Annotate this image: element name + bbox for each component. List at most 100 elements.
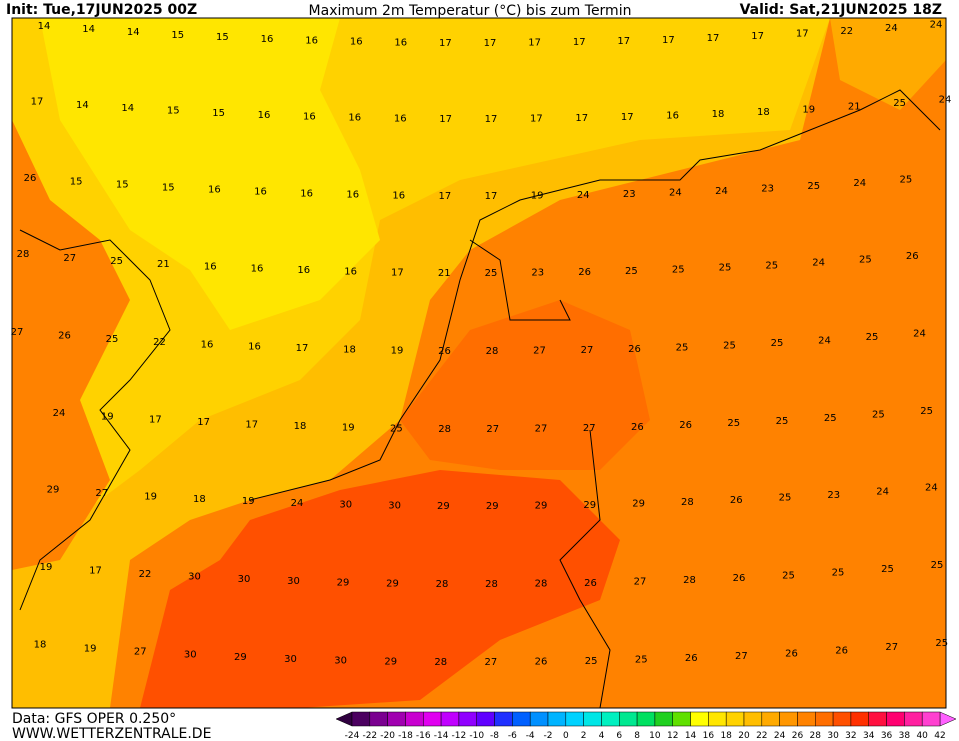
temp-value: 14 xyxy=(127,27,140,38)
colorbar-label: 16 xyxy=(703,731,715,741)
colorbar-box xyxy=(583,711,602,727)
temp-value: 19 xyxy=(391,345,404,356)
temp-value: 26 xyxy=(535,657,548,668)
temp-value: 25 xyxy=(765,260,778,271)
temp-value: 26 xyxy=(733,573,746,584)
temp-value: 27 xyxy=(581,345,594,356)
temp-value: 15 xyxy=(116,180,129,191)
colorbar-box xyxy=(886,711,905,727)
temp-value: 17 xyxy=(197,417,210,428)
temp-value: 17 xyxy=(245,419,258,430)
temp-value: 15 xyxy=(167,106,180,117)
temp-value: 16 xyxy=(666,111,679,122)
colorbar-box xyxy=(690,711,709,727)
temp-value: 26 xyxy=(679,420,692,431)
colorbar-label: 30 xyxy=(827,731,839,741)
temp-value: 22 xyxy=(153,337,166,348)
temp-value: 24 xyxy=(715,186,728,197)
temp-value: 17 xyxy=(751,31,764,42)
temp-value: 26 xyxy=(906,251,919,262)
colorbar-label: 4 xyxy=(599,731,605,741)
temp-value: 27 xyxy=(63,253,76,264)
temp-value: 23 xyxy=(827,490,840,501)
temp-value: 15 xyxy=(171,30,184,41)
temp-value: 27 xyxy=(95,488,108,499)
colorbar-box xyxy=(708,711,727,727)
colorbar-label: 0 xyxy=(563,731,569,741)
temp-value: 29 xyxy=(535,501,548,512)
temp-value: 23 xyxy=(531,268,544,279)
colorbar-label: 40 xyxy=(916,731,928,741)
temp-value: 17 xyxy=(530,114,543,125)
temp-value: 24 xyxy=(939,95,952,106)
temp-value: 17 xyxy=(617,36,630,47)
temp-value: 28 xyxy=(436,579,449,590)
temp-value: 16 xyxy=(394,113,407,124)
temp-value: 19 xyxy=(242,496,255,507)
temp-value: 17 xyxy=(439,114,452,125)
colorbar-label: 20 xyxy=(738,731,750,741)
map-frame xyxy=(11,17,947,709)
temp-value: 24 xyxy=(925,483,938,494)
colorbar-label: -12 xyxy=(452,731,467,741)
colorbar-label: -8 xyxy=(490,731,499,741)
temp-value: 30 xyxy=(284,654,297,665)
temp-value: 27 xyxy=(735,651,748,662)
temp-value: 27 xyxy=(486,424,499,435)
temp-value: 16 xyxy=(204,261,217,272)
temp-value: 26 xyxy=(24,173,37,184)
colorbar-label: 26 xyxy=(792,731,804,741)
temp-value: 22 xyxy=(139,569,152,580)
colorbar-label: 18 xyxy=(720,731,732,741)
map: 14 14 14 15 15 16 16 16 16 17 17 17 17 17 17 17 17 17 22 24… xyxy=(11,17,952,709)
temp-value: 30 xyxy=(339,499,352,510)
colorbar-label: -10 xyxy=(469,731,484,741)
colorbar-label: -6 xyxy=(508,731,517,741)
coastline xyxy=(19,89,941,709)
temp-value: 16 xyxy=(261,34,274,45)
temp-value: 17 xyxy=(31,96,44,107)
temp-value: 17 xyxy=(575,113,588,124)
temp-value: 25 xyxy=(935,638,948,649)
temp-value: 26 xyxy=(685,653,698,664)
colorbar-under xyxy=(335,711,353,727)
colorbar-box xyxy=(601,711,620,727)
temp-value: 26 xyxy=(438,346,451,357)
temp-value: 19 xyxy=(84,643,97,654)
temp-value: 26 xyxy=(584,578,597,589)
temp-value: 28 xyxy=(17,249,30,260)
temp-value: 24 xyxy=(885,23,898,34)
temp-value: 28 xyxy=(683,575,696,586)
temp-value: 19 xyxy=(342,422,355,433)
colorbar-label: 6 xyxy=(616,731,622,741)
temp-value: 16 xyxy=(258,110,271,121)
temp-value: 19 xyxy=(802,104,815,115)
region-nl xyxy=(400,300,650,470)
temp-value: 25 xyxy=(635,655,648,666)
temp-value: 29 xyxy=(386,578,399,589)
temp-value: 24 xyxy=(818,335,831,346)
colorbar-label: -2 xyxy=(544,731,553,741)
temp-value: 25 xyxy=(110,256,123,267)
temp-value: 18 xyxy=(712,109,725,120)
temp-value: 24 xyxy=(291,498,304,509)
temp-value: 17 xyxy=(296,343,309,354)
temp-value: 14 xyxy=(76,100,89,111)
colorbar-box xyxy=(779,711,798,727)
temp-value: 26 xyxy=(730,495,743,506)
temp-value: 30 xyxy=(238,574,251,585)
temp-value: 25 xyxy=(776,416,789,427)
colorbar-box xyxy=(369,711,388,727)
colorbar-box xyxy=(921,711,941,727)
colorbar-box xyxy=(815,711,834,727)
colorbar-box xyxy=(529,711,549,727)
colorbar-label: -14 xyxy=(434,731,449,741)
temp-value: 27 xyxy=(885,642,898,653)
temp-value: 17 xyxy=(391,267,404,278)
colorbar-box xyxy=(387,711,406,727)
temp-value: 25 xyxy=(485,268,498,279)
temp-value: 14 xyxy=(38,21,51,32)
temp-value: 18 xyxy=(34,640,47,651)
temp-value: 28 xyxy=(486,346,499,357)
